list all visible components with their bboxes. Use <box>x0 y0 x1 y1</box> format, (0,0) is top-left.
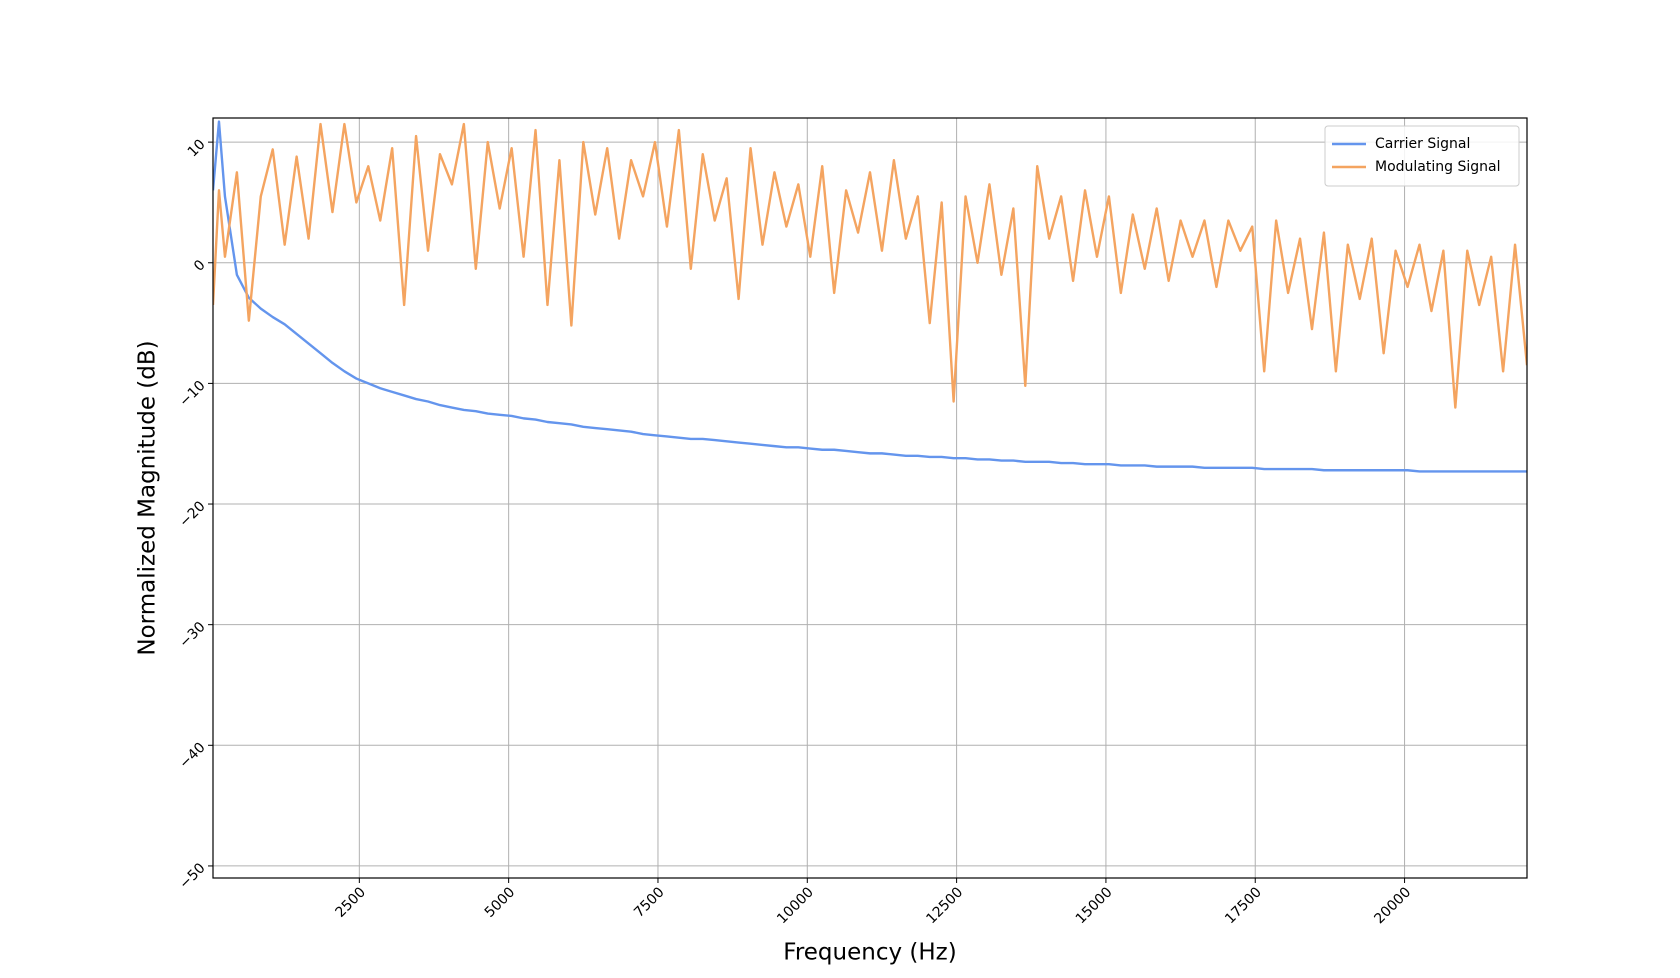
x-axis-label: Frequency (Hz) <box>783 940 956 966</box>
series-line <box>213 120 1527 473</box>
series-line <box>213 122 1527 409</box>
legend-label: Modulating Signal <box>1375 159 1500 175</box>
legend-label: Carrier Signal <box>1375 136 1470 152</box>
plot-frame <box>212 117 1528 879</box>
y-axis-label: Normalized Magnitude (dB) <box>135 340 161 655</box>
legend-box <box>1324 125 1520 187</box>
